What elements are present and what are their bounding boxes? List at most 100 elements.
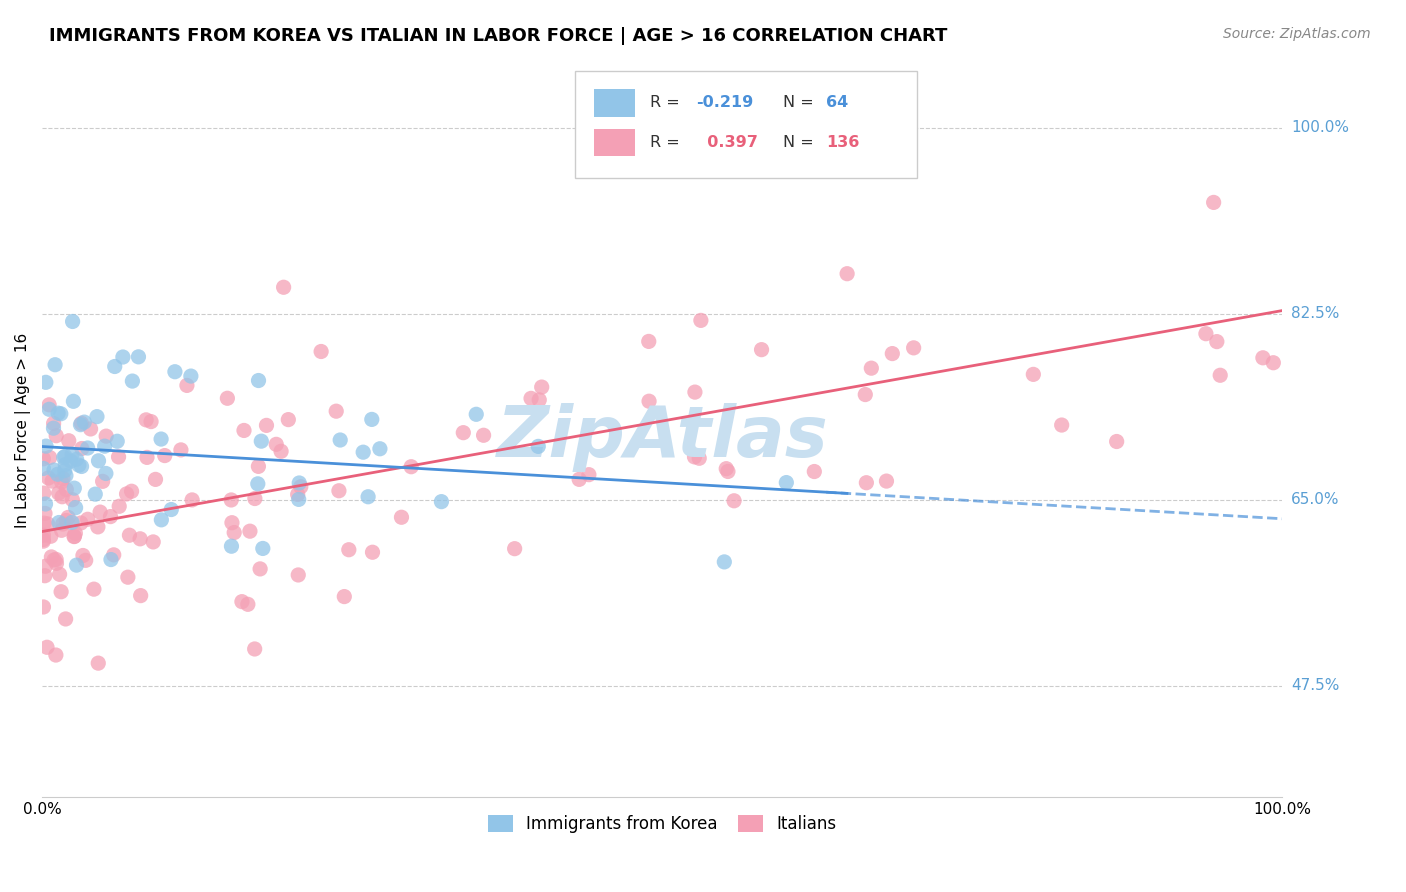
Point xyxy=(51,475,73,489)
Point xyxy=(287,492,309,507)
Point xyxy=(65,500,87,515)
Point xyxy=(32,516,55,530)
Text: N =: N = xyxy=(783,135,818,150)
Point xyxy=(46,406,69,420)
Point xyxy=(145,472,167,486)
Point xyxy=(287,487,309,501)
Point xyxy=(55,514,77,528)
Point xyxy=(53,450,76,464)
Point xyxy=(337,542,360,557)
Point xyxy=(49,584,72,599)
Point xyxy=(35,439,58,453)
Point xyxy=(578,467,600,482)
Point xyxy=(1205,334,1227,349)
Point xyxy=(45,428,67,442)
Point xyxy=(247,459,270,474)
Point xyxy=(142,535,165,549)
Point xyxy=(117,570,139,584)
Point xyxy=(73,415,96,429)
Point xyxy=(530,380,553,394)
Point xyxy=(325,404,347,418)
Point xyxy=(60,516,83,530)
Point xyxy=(34,568,56,582)
Point xyxy=(1263,356,1285,370)
Point xyxy=(104,359,127,374)
Point xyxy=(37,516,59,531)
Point xyxy=(717,465,740,479)
Point xyxy=(32,599,55,614)
Point xyxy=(683,385,706,400)
Point xyxy=(45,648,67,662)
Point xyxy=(328,483,350,498)
Point xyxy=(39,529,62,543)
Point xyxy=(107,450,129,464)
Point xyxy=(246,476,269,491)
Point xyxy=(84,487,107,501)
Point xyxy=(221,539,243,553)
Point xyxy=(38,450,60,465)
Point xyxy=(688,451,710,466)
Text: 65.0%: 65.0% xyxy=(1291,492,1340,508)
Point xyxy=(135,413,157,427)
Point xyxy=(1202,195,1225,210)
Point xyxy=(34,507,56,521)
Point xyxy=(180,369,202,384)
Point xyxy=(91,475,114,489)
Point xyxy=(129,589,152,603)
Point xyxy=(48,516,70,530)
Point xyxy=(224,525,246,540)
Point xyxy=(67,458,90,472)
Point xyxy=(239,524,262,539)
Point xyxy=(115,487,138,501)
Point xyxy=(86,409,108,424)
Point xyxy=(62,394,84,409)
Point xyxy=(252,541,274,556)
Point xyxy=(472,428,495,442)
Point xyxy=(32,528,55,542)
Point xyxy=(87,520,110,534)
Point xyxy=(277,412,299,426)
Point xyxy=(70,442,93,456)
Point xyxy=(127,350,149,364)
Text: Source: ZipAtlas.com: Source: ZipAtlas.com xyxy=(1223,27,1371,41)
Point xyxy=(803,465,825,479)
Point xyxy=(529,392,551,407)
Point xyxy=(41,474,63,488)
Point xyxy=(368,442,391,456)
Point xyxy=(1251,351,1274,365)
Text: N =: N = xyxy=(783,95,818,111)
Point xyxy=(45,557,67,571)
Point xyxy=(79,422,101,436)
Text: 82.5%: 82.5% xyxy=(1291,306,1339,321)
Point xyxy=(55,483,77,497)
Point xyxy=(56,510,79,524)
Point xyxy=(52,516,75,531)
Point xyxy=(689,313,711,327)
Point xyxy=(713,555,735,569)
Point xyxy=(100,509,122,524)
Point xyxy=(139,415,162,429)
Point xyxy=(236,597,259,611)
Point xyxy=(136,450,159,465)
Point xyxy=(34,559,56,574)
Point xyxy=(44,358,66,372)
Point xyxy=(527,439,550,453)
Point xyxy=(453,425,475,440)
Point xyxy=(638,394,661,409)
Point xyxy=(270,444,292,458)
Text: R =: R = xyxy=(650,95,685,111)
Point xyxy=(333,590,356,604)
Point xyxy=(568,472,591,486)
Point xyxy=(63,530,86,544)
Point xyxy=(58,434,80,448)
Point xyxy=(153,449,176,463)
Point xyxy=(129,532,152,546)
Point xyxy=(360,412,382,426)
Point xyxy=(94,467,117,481)
Point xyxy=(1105,434,1128,449)
Point xyxy=(249,562,271,576)
Point xyxy=(637,334,659,349)
Point xyxy=(52,450,75,465)
Point xyxy=(111,350,134,364)
Point xyxy=(83,582,105,596)
